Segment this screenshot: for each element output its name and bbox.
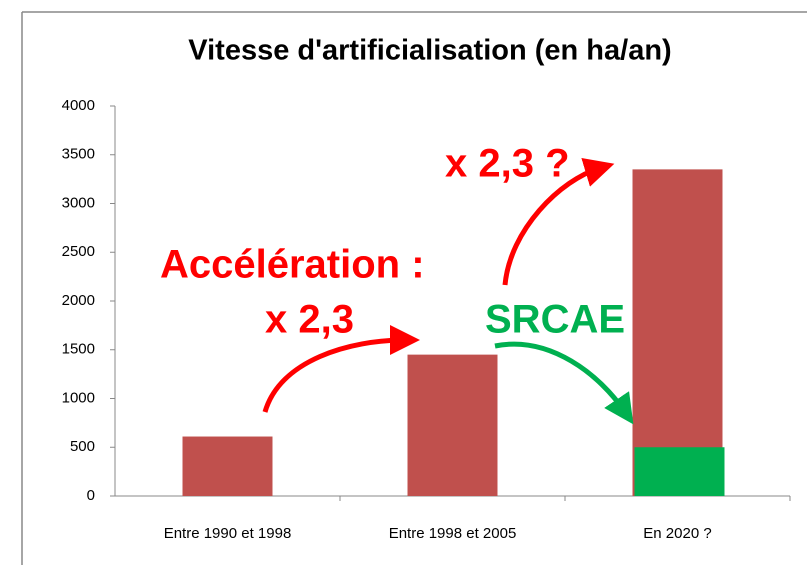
plot: 0 500 1000 1500 2000 2500 3000 3500 4000 Entre 19… — [62, 97, 791, 542]
bar — [634, 447, 725, 496]
y-tick-label: 2500 — [62, 243, 95, 260]
y-tick-label: 1500 — [62, 341, 95, 358]
y-tick-label: 1000 — [62, 389, 95, 406]
bar — [407, 354, 498, 496]
y-tick-label: 3000 — [62, 194, 95, 211]
chart-title: Vitesse d'artificialisation (en ha/an) — [188, 35, 671, 67]
arrow — [494, 341, 634, 425]
y-tick-label: 3500 — [62, 146, 95, 163]
annotation: x 2,3 ? — [445, 142, 570, 186]
x-tick-label: Entre 1998 et 2005 — [389, 525, 517, 542]
annotation: x 2,3 — [265, 298, 354, 342]
x-tick-label: Entre 1990 et 1998 — [164, 525, 292, 542]
y-tick-label: 2000 — [62, 292, 95, 309]
x-tick-label: En 2020 ? — [643, 525, 711, 542]
y-tick-label: 4000 — [62, 97, 95, 114]
bar — [632, 169, 723, 496]
annotation: Accélération : — [160, 243, 425, 287]
y-tick-label: 500 — [70, 438, 95, 455]
y-tick-label: 0 — [87, 487, 95, 504]
arrow — [502, 157, 615, 286]
bar — [182, 436, 273, 496]
arrow — [262, 325, 420, 413]
annotation: SRCAE — [485, 298, 625, 342]
